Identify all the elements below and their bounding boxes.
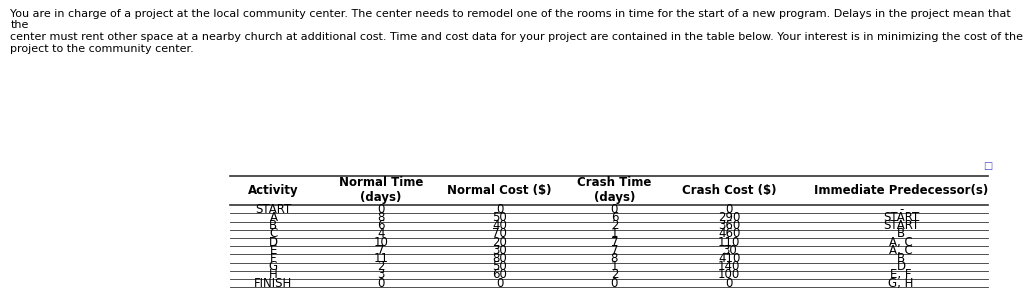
Text: E, F: E, F [891,268,911,281]
Text: B: B [269,219,278,232]
Text: 0: 0 [377,277,385,289]
Text: 7: 7 [610,236,618,248]
Text: 1: 1 [610,227,618,240]
Text: 100: 100 [718,268,740,281]
Text: Crash Cost ($): Crash Cost ($) [682,184,776,197]
Text: 11: 11 [374,252,388,265]
Text: 360: 360 [718,219,740,232]
Text: A: A [269,211,278,224]
Text: 8: 8 [377,211,385,224]
Text: F: F [270,252,276,265]
Text: 2: 2 [377,260,385,273]
Text: FINISH: FINISH [254,277,293,289]
Text: 3: 3 [377,268,385,281]
Text: Normal Cost ($): Normal Cost ($) [447,184,552,197]
Text: H: H [269,268,278,281]
Text: 20: 20 [493,236,507,248]
Text: Activity: Activity [248,184,299,197]
Text: 460: 460 [718,227,740,240]
Text: START: START [883,219,920,232]
Text: 50: 50 [493,260,507,273]
Text: 80: 80 [493,252,507,265]
Text: □: □ [983,161,993,171]
Text: You are in charge of a project at the local community center. The center needs t: You are in charge of a project at the lo… [10,9,1023,54]
Text: 410: 410 [718,252,740,265]
Text: 8: 8 [610,252,618,265]
Text: 30: 30 [722,244,736,257]
Text: 2: 2 [610,268,618,281]
Text: A, C: A, C [889,244,913,257]
Text: A, C: A, C [889,236,913,248]
Text: G: G [269,260,278,273]
Text: C: C [269,227,278,240]
Text: START: START [883,211,920,224]
Text: 1: 1 [610,260,618,273]
Text: 0: 0 [377,203,385,216]
Text: 140: 140 [718,260,740,273]
Text: 6: 6 [377,219,385,232]
Text: Immediate Predecessor(s): Immediate Predecessor(s) [814,184,988,197]
Text: 4: 4 [377,227,385,240]
Text: D: D [269,236,278,248]
Text: 0: 0 [496,277,504,289]
Text: 10: 10 [374,236,388,248]
Text: START: START [255,203,292,216]
Text: Normal Time
(days): Normal Time (days) [339,176,423,205]
Text: 0: 0 [725,203,733,216]
Text: 7: 7 [377,244,385,257]
Text: 6: 6 [610,211,618,224]
Text: 0: 0 [610,277,618,289]
Text: 0: 0 [725,277,733,289]
Text: 110: 110 [718,236,740,248]
Text: Crash Time
(days): Crash Time (days) [578,176,651,205]
Text: 7: 7 [610,244,618,257]
Text: 290: 290 [718,211,740,224]
Text: G, H: G, H [889,277,913,289]
Text: E: E [269,244,278,257]
Text: B: B [897,252,905,265]
Text: -: - [899,203,903,216]
Text: B: B [897,227,905,240]
Text: 30: 30 [493,244,507,257]
Text: 0: 0 [610,203,618,216]
Text: D: D [897,260,905,273]
Text: 50: 50 [493,211,507,224]
Text: 40: 40 [493,219,507,232]
Text: 70: 70 [493,227,507,240]
Text: 2: 2 [610,219,618,232]
Text: 60: 60 [493,268,507,281]
Text: 0: 0 [496,203,504,216]
